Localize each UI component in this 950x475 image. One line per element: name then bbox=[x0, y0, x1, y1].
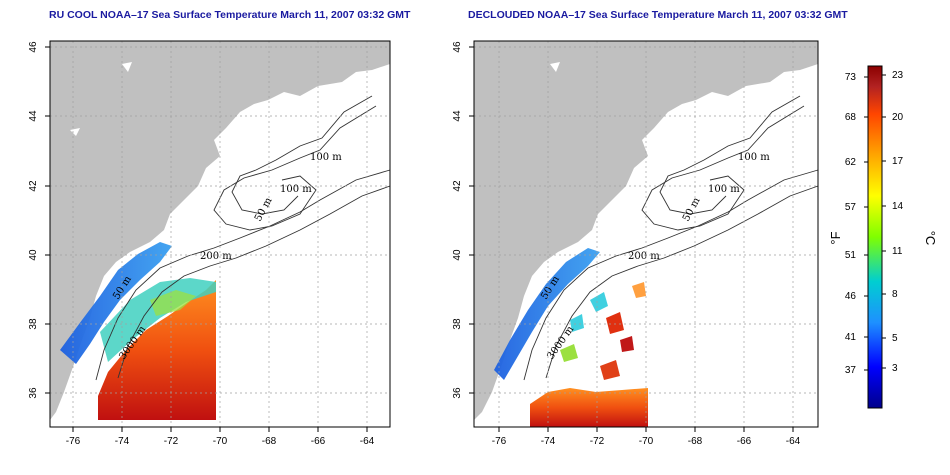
right-contour-label-100m-b: 100 m bbox=[708, 184, 740, 195]
left-lat-tick-label: 42 bbox=[28, 180, 39, 192]
right-contour-3000m bbox=[545, 185, 819, 379]
right-contour-label-50m: 50 m bbox=[681, 195, 703, 223]
left-lat-tick-label: 38 bbox=[28, 318, 39, 330]
left-lon-tick-label: -72 bbox=[164, 436, 179, 447]
right-lat-tick-label: 46 bbox=[452, 41, 463, 53]
left-contour-100m bbox=[213, 105, 377, 231]
right-sst-cold-band bbox=[494, 248, 600, 380]
left-map-panel: 100 m 100 m 50 m 200 m 50 m 3000 m -76 bbox=[28, 40, 391, 447]
right-sst-green-patch bbox=[560, 344, 578, 362]
fahrenheit-tick-label: 51 bbox=[845, 250, 857, 261]
celsius-tick-label: 5 bbox=[892, 333, 898, 344]
right-lon-tick-label: -66 bbox=[737, 436, 752, 447]
right-lon-tick-label: -70 bbox=[639, 436, 654, 447]
celsius-tick-label: 20 bbox=[892, 112, 904, 123]
right-sst-warm-patch bbox=[600, 360, 620, 380]
right-lat-tick-label: 38 bbox=[452, 318, 463, 330]
right-contour-label-200m: 200 m bbox=[628, 251, 660, 262]
temperature-colorbar: 73 68 62 57 51 46 41 37 23 20 17 14 11 8… bbox=[828, 65, 938, 409]
right-panel-title: DECLOUDED NOAA–17 Sea Surface Temperatur… bbox=[468, 9, 848, 21]
right-contour-100m bbox=[641, 105, 805, 231]
right-sst-warm-patch bbox=[606, 312, 624, 334]
fahrenheit-tick-label: 37 bbox=[845, 365, 857, 376]
right-contour-50m bbox=[659, 95, 801, 215]
colorbar-gradient bbox=[867, 65, 883, 409]
right-sst-warm-patch bbox=[530, 388, 648, 427]
right-lon-tick-label: -64 bbox=[786, 436, 801, 447]
celsius-tick-label: 17 bbox=[892, 156, 904, 167]
right-lat-tick-label: 40 bbox=[452, 249, 463, 261]
right-sst-warm-patch bbox=[632, 282, 646, 298]
left-land-mass bbox=[50, 41, 390, 420]
right-contour-200m bbox=[523, 169, 819, 381]
left-lon-tick-label: -76 bbox=[66, 436, 81, 447]
left-lon-tick-label: -66 bbox=[311, 436, 326, 447]
celsius-tick-label: 23 bbox=[892, 70, 904, 81]
left-lat-tick-label: 40 bbox=[28, 249, 39, 261]
left-lat-tick-label: 36 bbox=[28, 387, 39, 399]
fahrenheit-tick-label: 57 bbox=[845, 202, 857, 213]
left-sst-warm-patch bbox=[98, 280, 216, 420]
celsius-tick-label: 11 bbox=[892, 246, 903, 257]
celsius-tick-label: 14 bbox=[892, 201, 904, 212]
right-gridlines bbox=[474, 41, 818, 427]
left-contour-3000m bbox=[117, 185, 391, 379]
fahrenheit-tick-label: 62 bbox=[845, 157, 857, 168]
left-lon-tick-label: -64 bbox=[360, 436, 375, 447]
fahrenheit-tick-label: 41 bbox=[845, 332, 857, 343]
right-sst-cyan-patch bbox=[590, 292, 608, 312]
celsius-tick-label: 8 bbox=[892, 289, 898, 300]
left-lat-tick-label: 46 bbox=[28, 41, 39, 53]
right-lat-tick-label: 44 bbox=[452, 110, 463, 122]
right-lat-tick-label: 36 bbox=[452, 387, 463, 399]
right-map-panel: 100 m 100 m 50 m 200 m 50 m 3000 m -76 -… bbox=[452, 40, 819, 447]
celsius-tick-label: 3 bbox=[892, 363, 898, 374]
left-contour-label-100m-b: 100 m bbox=[280, 184, 312, 195]
celsius-unit-label: °C bbox=[923, 231, 938, 246]
left-contour-label-200m: 200 m bbox=[200, 251, 232, 262]
fahrenheit-tick-label: 46 bbox=[845, 291, 857, 302]
right-sst-cyan-patch bbox=[570, 314, 584, 332]
left-contour-label-50m: 50 m bbox=[253, 195, 275, 223]
left-sst-cold-band bbox=[60, 242, 172, 364]
right-lat-tick-label: 42 bbox=[452, 180, 463, 192]
left-lake bbox=[122, 62, 132, 72]
left-lon-tick-label: -74 bbox=[115, 436, 130, 447]
right-lon-tick-label: -68 bbox=[688, 436, 703, 447]
right-lon-tick-label: -72 bbox=[590, 436, 605, 447]
left-lake bbox=[70, 128, 80, 136]
fahrenheit-tick-label: 73 bbox=[845, 72, 857, 83]
right-sst-warm-patch bbox=[620, 336, 634, 352]
right-land-mass bbox=[474, 41, 818, 420]
right-lon-tick-label: -74 bbox=[541, 436, 556, 447]
fahrenheit-tick-label: 68 bbox=[845, 112, 857, 123]
left-lon-tick-label: -70 bbox=[213, 436, 228, 447]
left-panel-title: RU COOL NOAA–17 Sea Surface Temperature … bbox=[49, 9, 411, 21]
right-contour-label-100m-a: 100 m bbox=[738, 152, 770, 163]
left-contour-200m bbox=[95, 169, 391, 381]
left-sst-green-patch bbox=[150, 290, 196, 316]
left-lat-tick-label: 44 bbox=[28, 110, 39, 122]
fahrenheit-unit-label: °F bbox=[828, 231, 843, 244]
right-lon-tick-label: -76 bbox=[492, 436, 507, 447]
left-contour-50m bbox=[231, 95, 373, 215]
right-lake bbox=[550, 62, 560, 72]
left-lon-tick-label: -68 bbox=[262, 436, 277, 447]
left-contour-label-100m-a: 100 m bbox=[310, 152, 342, 163]
left-gridlines bbox=[50, 41, 390, 427]
